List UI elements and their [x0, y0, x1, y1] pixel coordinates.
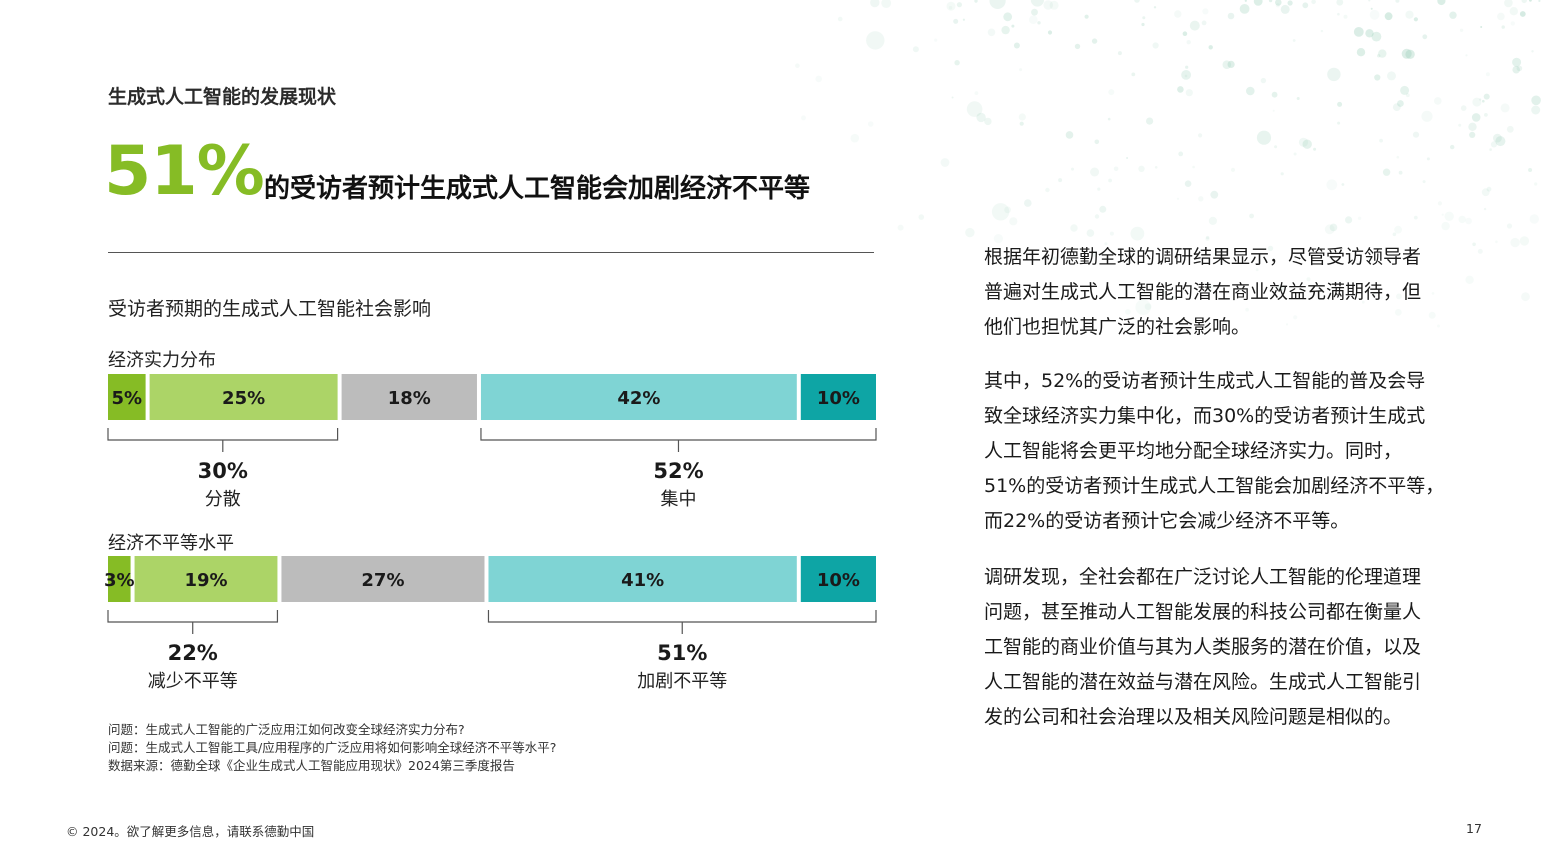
body-line: 人工智能将会更平均地分配全球经济实力。同时， — [984, 440, 1403, 462]
bar-value-label: 3% — [104, 570, 135, 591]
body-line: 人工智能的潜在效益与潜在风险。生成式人工智能引 — [984, 671, 1422, 693]
bar-segment — [488, 556, 797, 602]
body-line: 而22%的受访者预计它会减少经济不平等。 — [984, 510, 1350, 532]
chart-title-inequality: 经济不平等水平 — [108, 533, 234, 554]
group-total-label: 52% — [653, 459, 703, 483]
group-total-label: 30% — [198, 459, 248, 483]
bar-segment — [480, 374, 797, 420]
body-paragraph-3: 调研发现，全社会都在广泛讨论人工智能的伦理道理 问题，甚至推动人工智能发展的科技… — [984, 560, 1484, 735]
bar-segment — [800, 374, 876, 420]
bar-segment — [108, 374, 146, 420]
body-line: 问题，甚至推动人工智能发展的科技公司都在衡量人 — [984, 601, 1422, 623]
body-paragraph-2: 其中，52%的受访者预计生成式人工智能的普及会导 致全球经济实力集中化，而30%… — [984, 364, 1484, 539]
bar-value-label: 19% — [184, 570, 227, 591]
bar-value-label: 25% — [222, 388, 265, 409]
bar-value-label: 41% — [621, 570, 664, 591]
bar-segment — [341, 374, 477, 420]
group-name-label: 集中 — [660, 489, 696, 510]
group-bracket — [480, 428, 877, 452]
chart-title-power: 经济实力分布 — [108, 350, 216, 371]
group-bracket — [107, 610, 279, 634]
group-total-label: 51% — [657, 641, 707, 665]
page-number: 17 — [1466, 821, 1482, 836]
footer-copyright: © 2024。欲了解更多信息，请联系德勤中国 — [66, 824, 315, 839]
body-paragraph-1: 根据年初德勤全球的调研结果显示，尽管受访领导者 普遍对生成式人工智能的潜在商业效… — [984, 240, 1484, 345]
body-line: 调研发现，全社会都在广泛讨论人工智能的伦理道理 — [984, 566, 1422, 588]
divider-line — [108, 252, 874, 253]
body-line: 工智能的商业价值与其为人类服务的潜在价值，以及 — [984, 636, 1422, 658]
headline-text: 的受访者预计生成式人工智能会加剧经济不平等 — [264, 174, 811, 204]
group-bracket — [107, 428, 339, 452]
note-question-2: 问题：生成式人工智能工具/应用程序的广泛应用将如何影响全球经济不平等水平? — [108, 740, 557, 755]
body-line: 他们也担忧其广泛的社会影响。 — [984, 316, 1251, 338]
headline-percent: 51% — [104, 132, 265, 211]
body-line: 根据年初德勤全球的调研结果显示，尽管受访领导者 — [984, 246, 1422, 268]
body-line: 普遍对生成式人工智能的潜在商业效益充满期待，但 — [984, 281, 1422, 303]
group-name-label: 加剧不平等 — [637, 671, 727, 692]
group-name-label: 分散 — [205, 489, 241, 510]
bar-value-label: 42% — [617, 388, 660, 409]
bar-value-label: 18% — [388, 388, 431, 409]
chart-subtitle: 受访者预期的生成式人工智能社会影响 — [108, 298, 432, 320]
body-line: 发的公司和社会治理以及相关风险问题是相似的。 — [984, 706, 1403, 728]
body-line: 51%的受访者预计生成式人工智能会加剧经济不平等， — [984, 475, 1445, 497]
bar-value-label: 10% — [817, 570, 860, 591]
bar-value-label: 5% — [112, 388, 143, 409]
section-label: 生成式人工智能的发展现状 — [108, 86, 337, 108]
body-line: 致全球经济实力集中化，而30%的受访者预计生成式 — [984, 405, 1426, 427]
bar-segment — [134, 556, 278, 602]
body-line: 其中，52%的受访者预计生成式人工智能的普及会导 — [984, 370, 1426, 392]
group-bracket — [487, 610, 877, 634]
bar-segment — [108, 556, 131, 602]
note-source: 数据来源：德勤全球《企业生成式人工智能应用现状》2024第三季度报告 — [108, 758, 515, 773]
group-total-label: 22% — [168, 641, 218, 665]
bar-segment — [149, 374, 338, 420]
bar-segment — [281, 556, 485, 602]
note-question-1: 问题：生成式人工智能的广泛应用江如何改变全球经济实力分布? — [108, 722, 465, 737]
bar-segment — [800, 556, 876, 602]
bar-value-label: 10% — [817, 388, 860, 409]
bar-value-label: 27% — [361, 570, 404, 591]
group-name-label: 减少不平等 — [148, 671, 238, 692]
